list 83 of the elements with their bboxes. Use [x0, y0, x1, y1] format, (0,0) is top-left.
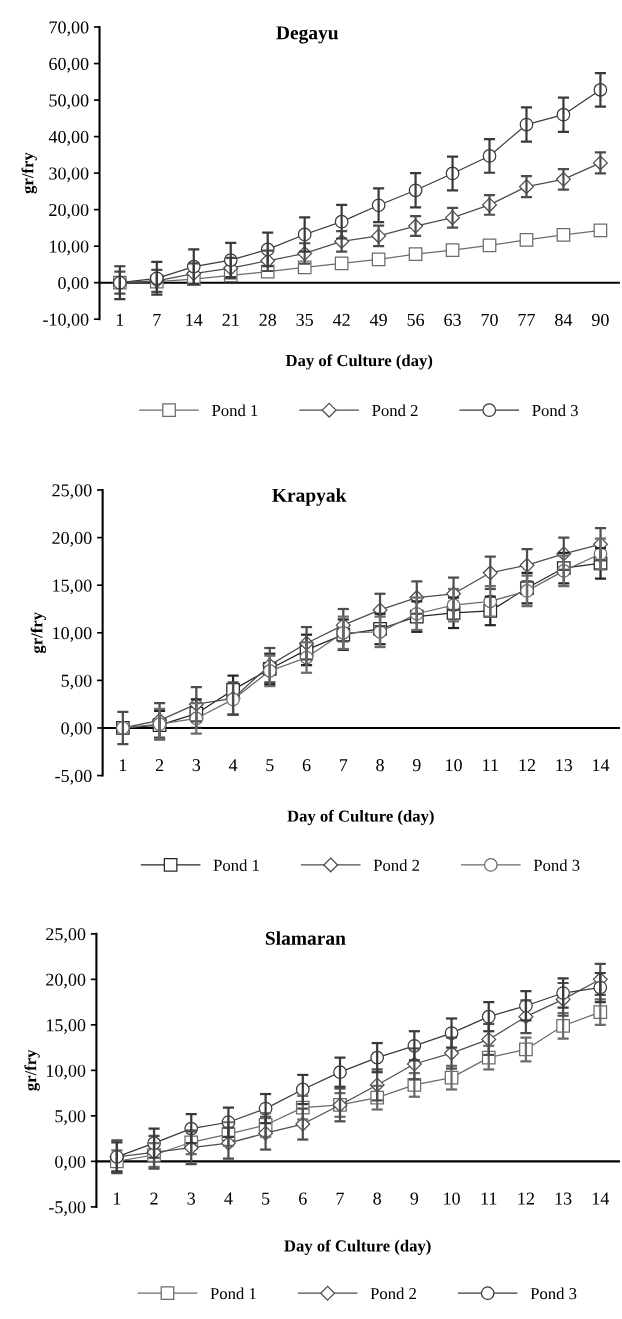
x-tick-label: 63: [444, 313, 461, 326]
x-tick-label: 7: [339, 759, 348, 772]
x-tick-label: 1: [116, 313, 124, 326]
y-tick-label: 5,00: [55, 1110, 86, 1125]
x-tick-label: 2: [150, 1192, 158, 1205]
legend-label: Pond 2: [370, 1287, 416, 1300]
x-tick-label: 7: [336, 1192, 344, 1205]
x-tick-label: 7: [153, 313, 161, 326]
x-tick-label: 42: [332, 313, 350, 326]
x-tick-label: 11: [481, 1192, 497, 1205]
y-tick-label: -5,00: [49, 1201, 86, 1216]
y-tick-label: 15,00: [53, 579, 92, 595]
y-axis-title: gr/fry: [24, 1049, 40, 1091]
x-axis-title: Day of Culture (day): [285, 354, 433, 370]
x-tick-label: 5: [262, 1192, 270, 1205]
x-tick-label: 3: [192, 759, 201, 772]
y-tick-label: 20,00: [46, 973, 86, 989]
y-tick-label: -10,00: [43, 313, 89, 329]
x-tick-label: 56: [407, 313, 425, 326]
y-tick-label: 15,00: [46, 1019, 86, 1034]
y-tick-label: 0,00: [61, 722, 92, 738]
x-tick-label: 8: [376, 759, 384, 772]
y-tick-label: 10,00: [46, 1064, 86, 1080]
y-tick-label: 5,00: [61, 674, 92, 690]
y-tick-label: 20,00: [49, 203, 89, 219]
x-axis-title: Day of Culture (day): [287, 809, 434, 826]
x-tick-label: 5: [266, 759, 274, 772]
x-tick-label: 11: [483, 759, 498, 772]
x-tick-label: 8: [373, 1192, 381, 1205]
x-tick-label: 9: [410, 1192, 419, 1205]
x-tick-label: 3: [187, 1192, 196, 1205]
chart-title: Slamaran: [265, 931, 346, 945]
x-tick-label: 13: [556, 759, 573, 772]
x-tick-label: 14: [186, 313, 203, 326]
x-tick-label: 35: [296, 313, 313, 326]
y-tick-label: 25,00: [46, 928, 86, 943]
chart-title: Krapyak: [272, 488, 347, 506]
x-tick-label: 10: [444, 1192, 460, 1205]
y-tick-label: 60,00: [49, 57, 89, 73]
x-tick-label: 21: [222, 313, 239, 326]
x-tick-label: 90: [591, 313, 609, 326]
y-tick-label: 25,00: [52, 484, 92, 500]
y-tick-label: 40,00: [48, 130, 89, 146]
legend-label: Pond 1: [213, 859, 259, 871]
x-tick-label: 4: [228, 759, 238, 772]
x-tick-label: 10: [446, 759, 462, 772]
x-tick-label: 1: [113, 1192, 121, 1205]
legend-label: Pond 3: [532, 404, 578, 417]
x-tick-label: 14: [593, 759, 610, 772]
y-tick-label: 0,00: [55, 1155, 86, 1171]
y-axis-title: gr/fry: [21, 152, 37, 194]
y-tick-label: -5,00: [55, 769, 92, 785]
x-axis-title: Day of Culture (day): [284, 1239, 431, 1255]
x-tick-label: 13: [555, 1192, 572, 1205]
y-tick-label: 30,00: [49, 167, 89, 183]
y-tick-label: 10,00: [53, 627, 92, 642]
x-tick-label: 6: [299, 1192, 307, 1205]
legend-label: Pond 3: [533, 859, 580, 871]
y-tick-label: 50,00: [49, 94, 89, 110]
legend-label: Pond 3: [530, 1287, 577, 1300]
y-tick-label: 20,00: [52, 531, 92, 547]
x-tick-label: 70: [481, 313, 498, 326]
y-tick-label: 0,00: [58, 276, 89, 292]
x-tick-label: 2: [155, 759, 164, 772]
y-tick-label: 70,00: [49, 21, 89, 37]
x-tick-label: 84: [555, 313, 573, 326]
x-tick-label: 1: [119, 759, 127, 772]
y-tick-label: 10,00: [50, 240, 89, 256]
legend-label: Pond 1: [212, 404, 258, 417]
chart-title: Degayu: [276, 26, 339, 44]
legend-label: Pond 2: [372, 404, 418, 417]
x-tick-label: 28: [259, 313, 277, 326]
x-tick-label: 77: [518, 313, 535, 326]
x-tick-label: 12: [518, 1192, 534, 1205]
x-tick-label: 12: [519, 759, 536, 772]
legend-label: Pond 2: [373, 859, 420, 871]
x-tick-label: 14: [592, 1192, 610, 1205]
legend-label: Pond 1: [210, 1287, 256, 1300]
x-tick-label: 9: [412, 759, 421, 772]
x-tick-label: 4: [224, 1192, 233, 1205]
x-tick-label: 6: [302, 759, 311, 772]
y-axis-title: gr/fry: [30, 612, 47, 654]
x-tick-label: 49: [369, 313, 387, 326]
